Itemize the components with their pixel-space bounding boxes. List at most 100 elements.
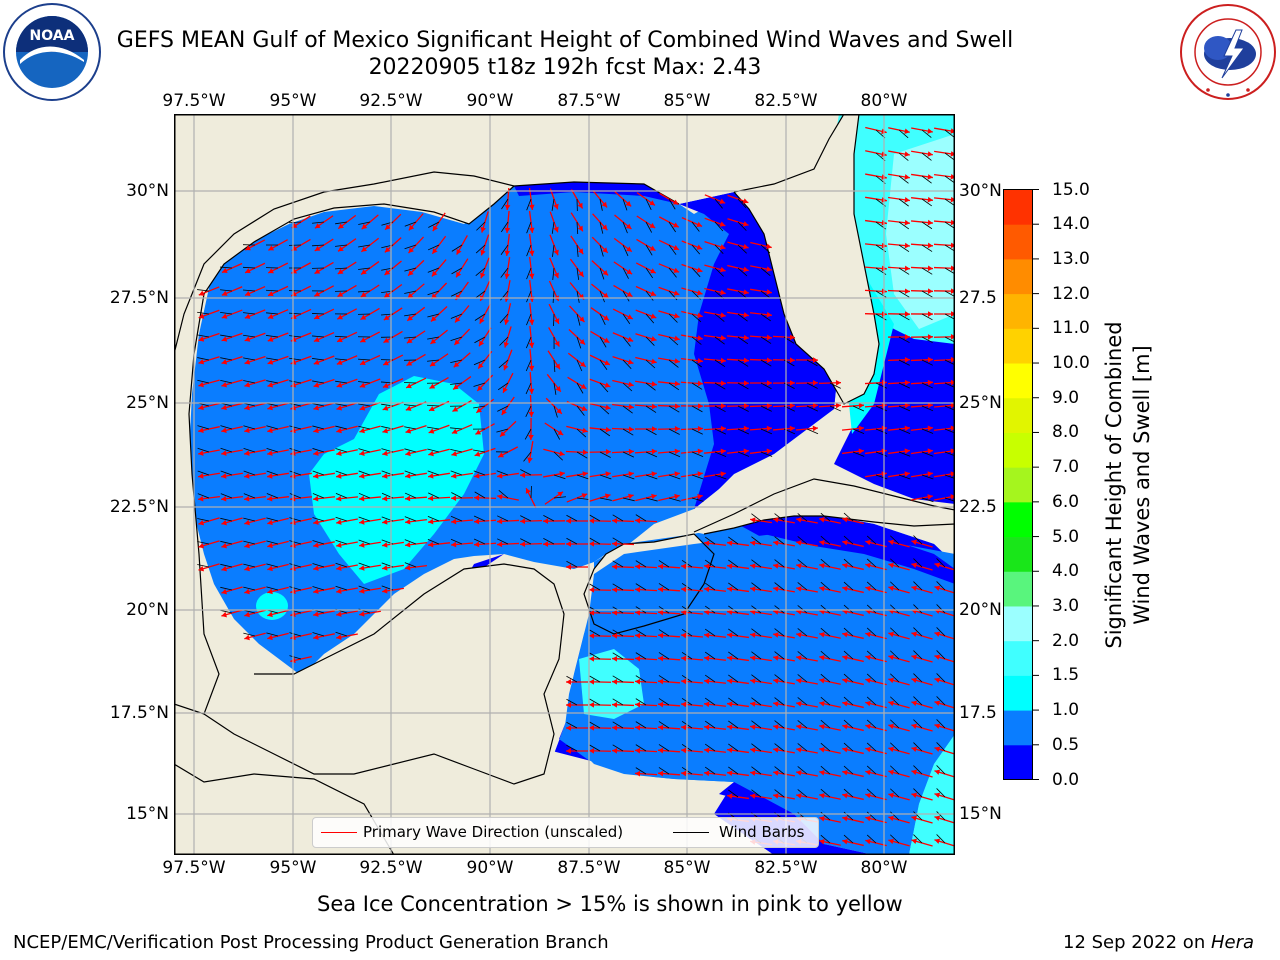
- wave-direction-arrowhead: [474, 541, 480, 548]
- wave-direction-arrowhead: [696, 267, 703, 273]
- wind-barb: [936, 696, 946, 706]
- wave-direction-arrowhead: [773, 586, 779, 592]
- wave-direction-arrowhead: [635, 770, 641, 777]
- wave-direction-arrowhead: [673, 222, 679, 228]
- wave-direction-arrowhead: [198, 427, 204, 434]
- wind-barb: [921, 152, 932, 161]
- gridlines: [174, 114, 955, 855]
- wind-barb: [760, 451, 773, 457]
- wind-barb: [450, 359, 463, 364]
- wind-barb: [450, 427, 463, 430]
- wave-direction-arrowhead: [626, 269, 633, 275]
- wave-direction-arrowhead: [520, 518, 526, 525]
- wave-direction-arrowhead: [407, 292, 414, 299]
- wave-direction-arrowhead: [927, 151, 933, 157]
- wind-barb: [599, 428, 611, 437]
- wind-barb: [774, 674, 785, 683]
- wave-direction-arrowhead: [750, 586, 756, 592]
- wind-barb: [691, 267, 701, 278]
- lat-tick-left: 15°N: [126, 804, 169, 824]
- wave-direction-arrowhead: [672, 199, 679, 205]
- wind-barb: [890, 558, 900, 568]
- wave-direction-arrowhead: [888, 654, 894, 661]
- wave-direction-arrowhead: [382, 565, 388, 571]
- wind-barb: [714, 451, 727, 457]
- wave-direction-arrowhead: [766, 243, 772, 250]
- wave-direction-arrowhead: [681, 563, 687, 570]
- wave-direction-arrowhead: [651, 358, 657, 365]
- wave-direction-arrowhead: [405, 473, 411, 479]
- wave-direction-arrowhead: [382, 519, 388, 525]
- colorbar-band: [1003, 328, 1033, 364]
- wind-barb: [476, 221, 486, 231]
- wind-barb: [622, 221, 628, 234]
- wave-direction-arrowhead: [480, 249, 486, 256]
- wind-barb: [875, 451, 888, 457]
- wave-direction-arrowhead: [681, 609, 687, 616]
- wave-direction-arrowhead: [681, 586, 687, 593]
- wind-barb: [589, 583, 601, 591]
- wave-direction-arrowhead: [773, 793, 779, 799]
- map-frame: [174, 114, 955, 855]
- wave-direction-arrowhead: [796, 747, 802, 753]
- wave-direction-arrowhead: [267, 313, 274, 319]
- wave-direction-arrowhead: [359, 427, 365, 434]
- wave-direction-arrowhead: [582, 427, 588, 434]
- wind-barb: [645, 359, 656, 369]
- wave-direction-arrowhead: [681, 747, 687, 754]
- wave-direction-arrowhead: [727, 632, 733, 638]
- colorbar-tick-label: 2.0: [1052, 630, 1080, 651]
- wave-direction-arrowhead: [750, 678, 756, 684]
- wave-direction-arrowhead: [704, 678, 710, 685]
- lat-tick-left: 20°N: [126, 600, 169, 620]
- wave-direction-arrowhead: [504, 227, 511, 233]
- wave-direction-arrowhead: [198, 381, 204, 388]
- wave-direction-arrowhead: [428, 473, 434, 479]
- wave-direction-arrowhead: [674, 493, 680, 500]
- wind-barb: [691, 451, 704, 458]
- noaa-logo-text: NOAA: [30, 28, 75, 44]
- wind-barb: [243, 334, 256, 338]
- wind-barb: [898, 267, 910, 275]
- wave-direction-arrowhead: [888, 792, 894, 799]
- wind-barb: [668, 474, 681, 480]
- wave-direction-arrowhead: [589, 702, 595, 708]
- wind-barb: [404, 244, 417, 250]
- wave-direction-arrowhead: [313, 359, 320, 365]
- wave-direction-arrowhead: [934, 654, 941, 660]
- wind-barb: [599, 267, 605, 280]
- colorbar-tick-label: 3.0: [1052, 595, 1080, 616]
- belize-elevated: [579, 649, 644, 719]
- wave-direction-arrowhead: [431, 270, 438, 277]
- wave-direction-arrowhead: [704, 747, 710, 754]
- colorbar-tick-label: 15.0: [1052, 179, 1090, 200]
- wave-direction-arrowhead: [950, 196, 955, 203]
- wave-direction-arrowhead: [704, 770, 710, 777]
- wave-direction-arrowhead: [603, 337, 610, 343]
- wind-barb: [635, 629, 647, 637]
- wind-barb: [576, 290, 580, 303]
- wind-barb: [358, 403, 371, 407]
- wave-direction-arrowhead: [681, 701, 687, 708]
- wave-direction-arrowhead: [635, 563, 641, 570]
- wave-direction-arrowhead: [904, 174, 910, 180]
- wave-direction-arrowhead: [406, 360, 413, 366]
- wind-barb: [658, 583, 670, 591]
- wind-barb: [668, 428, 680, 435]
- wave-direction-arrowhead: [604, 493, 611, 499]
- wind-barb: [820, 581, 831, 591]
- wind-barb: [553, 496, 566, 499]
- wave-direction-arrowhead: [244, 313, 251, 319]
- wind-barb: [622, 359, 632, 370]
- wave-direction-arrowhead: [338, 246, 344, 252]
- wind-barb: [312, 403, 325, 407]
- wave-direction-arrowhead: [456, 248, 462, 255]
- wind-barb: [427, 426, 440, 430]
- wave-direction-arrowhead: [556, 408, 562, 414]
- wind-barb: [944, 129, 955, 138]
- wind-barb: [820, 650, 831, 660]
- wave-direction-arrowhead: [382, 588, 388, 594]
- wave-direction-arrowhead: [451, 428, 458, 434]
- wave-direction-arrowhead: [750, 540, 756, 546]
- wind-barb: [774, 513, 785, 522]
